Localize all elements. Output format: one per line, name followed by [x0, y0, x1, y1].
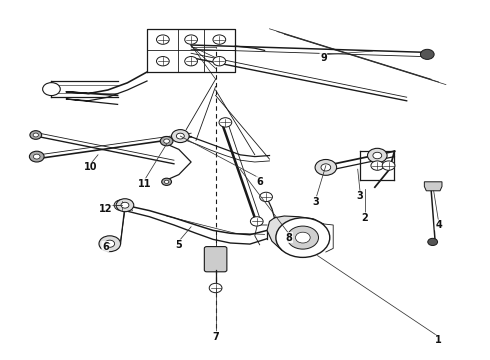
Circle shape [176, 133, 184, 139]
Circle shape [321, 164, 331, 171]
Circle shape [371, 161, 384, 170]
Circle shape [209, 283, 222, 293]
Circle shape [172, 130, 189, 143]
Circle shape [382, 161, 395, 170]
Text: 6: 6 [102, 242, 109, 252]
Circle shape [213, 57, 226, 66]
Text: 3: 3 [313, 197, 319, 207]
Text: 3: 3 [357, 191, 364, 201]
Circle shape [185, 57, 197, 66]
Circle shape [114, 200, 129, 211]
Circle shape [30, 131, 42, 139]
Circle shape [164, 139, 170, 143]
Text: 5: 5 [175, 240, 182, 250]
Circle shape [33, 133, 38, 137]
Circle shape [219, 118, 232, 127]
Circle shape [260, 192, 272, 202]
Text: 11: 11 [138, 179, 151, 189]
Circle shape [250, 217, 263, 226]
FancyBboxPatch shape [204, 247, 227, 272]
Circle shape [276, 218, 330, 257]
Text: 8: 8 [286, 233, 293, 243]
Circle shape [428, 238, 438, 246]
Text: 1: 1 [435, 335, 442, 345]
Circle shape [287, 226, 318, 249]
Circle shape [420, 49, 434, 59]
Circle shape [373, 152, 382, 159]
Circle shape [160, 136, 173, 146]
Circle shape [156, 57, 169, 66]
Circle shape [368, 148, 387, 163]
Circle shape [185, 35, 197, 44]
Circle shape [315, 159, 337, 175]
Circle shape [99, 236, 121, 252]
Text: 10: 10 [84, 162, 98, 172]
Circle shape [29, 151, 44, 162]
Circle shape [162, 178, 172, 185]
Polygon shape [267, 216, 326, 256]
Text: 7: 7 [212, 332, 219, 342]
Circle shape [164, 180, 169, 184]
Text: 4: 4 [435, 220, 442, 230]
Circle shape [121, 202, 129, 208]
Circle shape [105, 240, 115, 247]
Circle shape [33, 154, 40, 159]
Polygon shape [424, 182, 442, 191]
Circle shape [43, 83, 60, 96]
Circle shape [295, 232, 310, 243]
Text: 9: 9 [320, 53, 327, 63]
Text: 12: 12 [98, 204, 112, 214]
Circle shape [116, 199, 134, 212]
Circle shape [156, 35, 169, 44]
Text: 6: 6 [256, 177, 263, 187]
Circle shape [213, 35, 226, 44]
Text: 2: 2 [362, 213, 368, 223]
